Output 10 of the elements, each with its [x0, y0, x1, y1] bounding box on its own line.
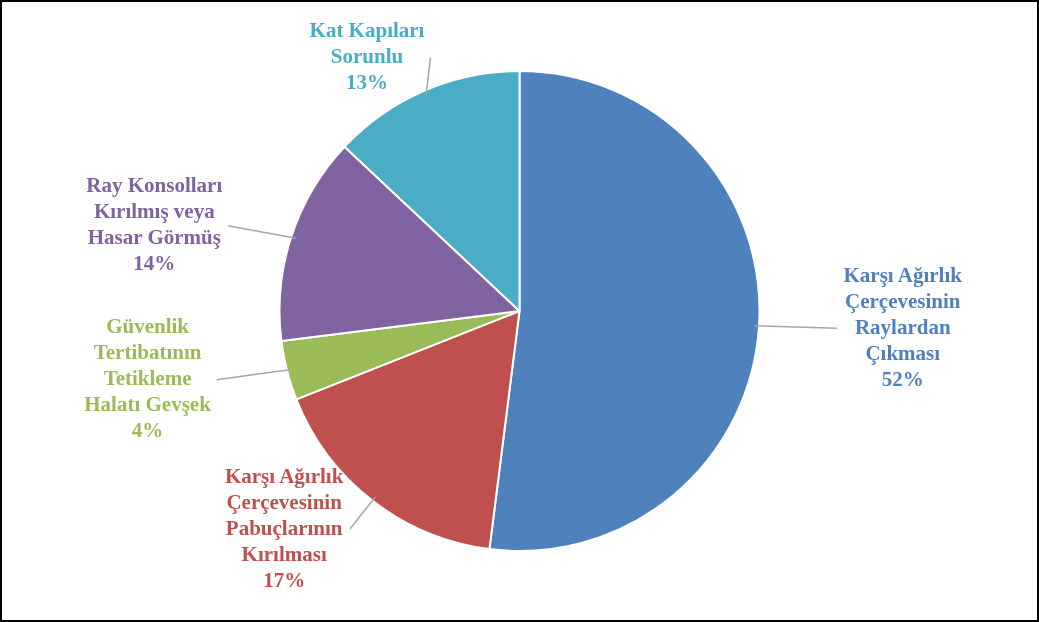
slice-label: Karşı Ağırlık Çerçevesinin Raylardan Çıkması — [843, 262, 963, 365]
data-label: 4% — [131, 418, 164, 443]
data-label: 14% — [133, 251, 176, 276]
data-label: 17% — [263, 567, 306, 592]
slice-label: Kat Kapıları Sorunlu — [309, 18, 425, 69]
slice-label: Karşı Ağırlık Çerçevesinin Pabuçlarının Kırılması — [224, 463, 344, 566]
data-label: 13% — [346, 70, 388, 95]
data-label: 52% — [881, 366, 924, 391]
slice-label: Güvenlik Tertibatının Tetikleme Halatı Gevşek — [84, 314, 212, 417]
slice-label: Ray Konsolları Kırılmış veya Hasar Görmüş — [86, 173, 223, 250]
